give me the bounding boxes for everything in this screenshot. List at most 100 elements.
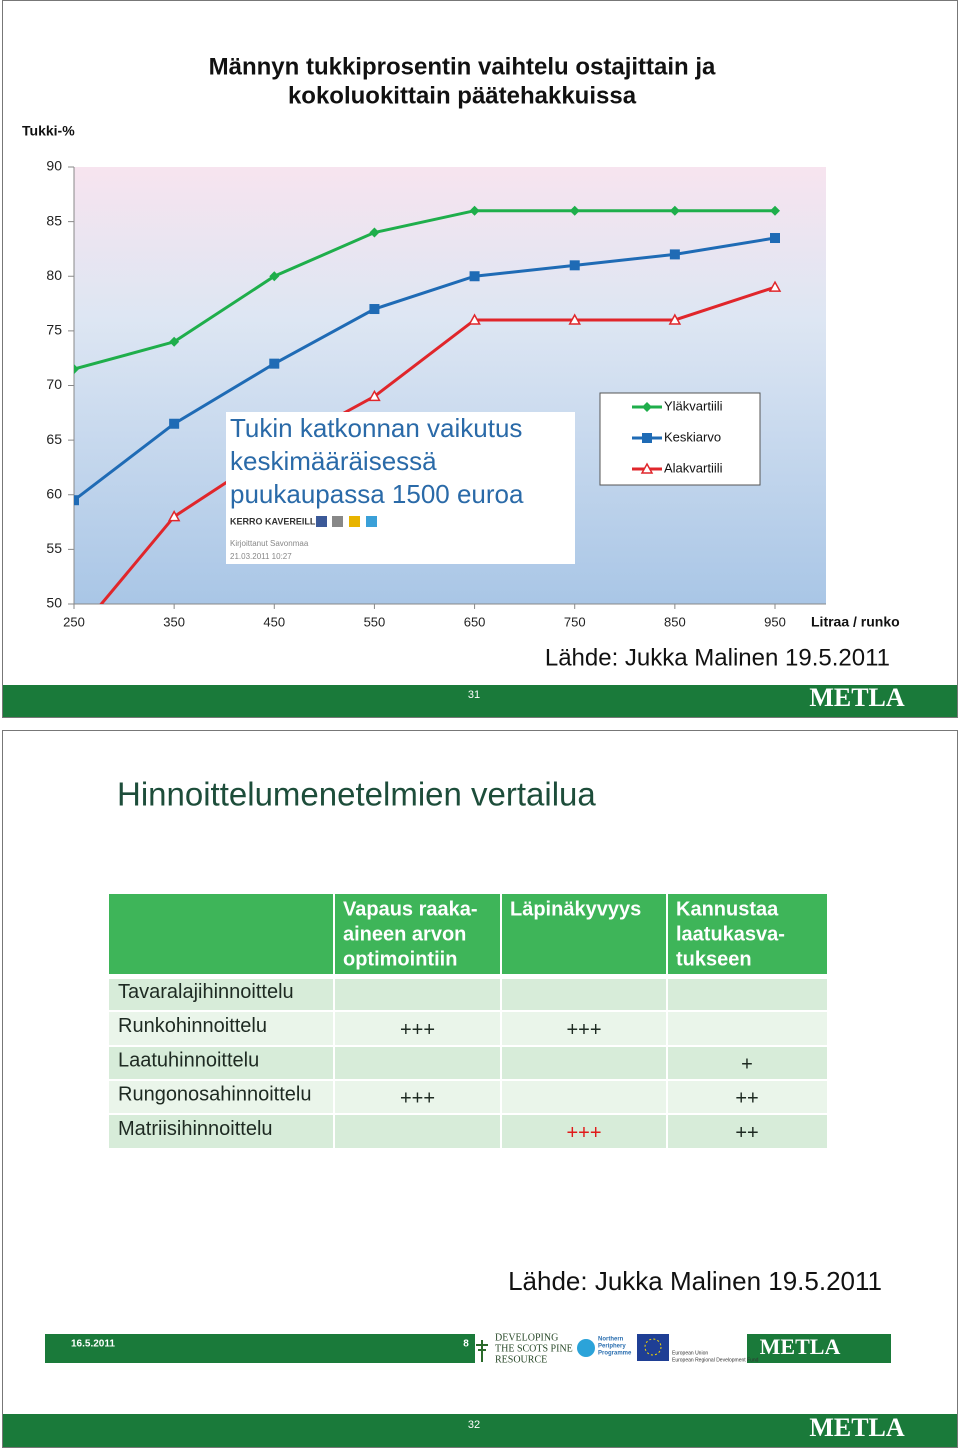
chart-title: Männyn tukkiprosentin vaihtelu ostajitta… [209,53,716,80]
footer-bar [3,1414,957,1447]
plot [74,205,782,604]
row-label: Tavaralajihinnoittelu [118,981,294,1003]
table-cell [335,1012,500,1045]
y-tick-label: 80 [46,267,62,283]
table-header: Vapaus raaka- [343,898,478,920]
eu-stars [644,1338,662,1356]
table-cell [109,1081,333,1113]
x-axis-label: Litraa / runko [811,614,900,630]
table-value: + [741,1053,753,1075]
y-tick-label: 75 [46,322,62,338]
chart-title: kokoluokittain päätehakkuissa [288,82,637,109]
marker [669,249,680,260]
inset-headline: Tukin katkonnan vaikutus [230,413,522,443]
table-value: +++ [566,1122,601,1144]
table-cell [109,1012,333,1045]
y-tick-label: 85 [46,212,62,228]
share-icon [366,516,377,527]
table-value: ++ [735,1122,758,1144]
tree-icon [476,1340,488,1362]
source: Lähde: Jukka Malinen 19.5.2011 [545,644,890,671]
y-tick-label: 50 [46,595,62,611]
y-tick-label: 60 [46,485,62,501]
programme-name: Northern [598,1337,624,1343]
marker [469,205,480,216]
table-header: tukseen [676,948,752,970]
marker [668,313,682,325]
programme-name: Periphery [598,1344,626,1350]
y-tick-label: 90 [46,158,62,174]
project-name: DEVELOPING [495,1332,558,1343]
marker [569,205,580,216]
table-header: laatukasva- [676,923,785,945]
table-value: ++ [735,1087,758,1109]
npp-icon [577,1339,595,1357]
eu-flag [637,1334,669,1361]
eu-label: European Union [672,1350,708,1356]
legend-label: Alakvartiili [664,460,723,475]
x-tick-label: 250 [63,614,85,629]
x-tick-label: 550 [364,614,386,629]
table-header: optimointiin [343,948,457,970]
table-cell [109,1047,333,1079]
table-cell [668,1047,827,1079]
marker [269,358,280,369]
share-icon [316,516,327,527]
series-line [74,209,775,371]
table-cell [502,1012,666,1045]
y-axis-label: Tukki-% [22,123,75,139]
marker [369,227,380,238]
marker [669,205,680,216]
marker [569,260,580,271]
table-cell [668,1012,827,1045]
source: Lähde: Jukka Malinen 19.5.2011 [508,1266,882,1296]
table-cell [502,1115,666,1148]
inner-logo-box [747,1334,891,1363]
row-label: Rungonosahinnoittelu [118,1083,312,1105]
marker [768,280,782,292]
table-header: Kannustaa [676,898,779,920]
inner-logo: METLA [760,1334,841,1359]
series-line [74,236,776,502]
footer-page: 8 [463,1339,469,1350]
marker [642,433,652,443]
x-tick-label: 450 [263,614,285,629]
row-label: Laatuhinnoittelu [118,1049,259,1071]
marker [469,271,480,282]
table-value: +++ [566,1019,601,1041]
marker [368,389,381,402]
legend-label: Yläkvartiili [664,398,723,413]
eu-label: European Regional Development Fund [672,1357,759,1363]
inner-footer-bar [45,1334,475,1363]
table-cell [335,1081,500,1113]
marker [640,462,654,474]
project-name: RESOURCE [495,1354,547,1365]
inset-date: 21.03.2011 10:27 [230,552,292,561]
table-cell [668,1081,827,1113]
x-tick-label: 850 [664,614,686,629]
table-header: Läpinäkyvyys [510,898,641,920]
marker [369,304,380,315]
x-tick-label: 350 [163,614,185,629]
marker [169,336,180,347]
y-tick-label: 65 [46,431,62,447]
marker [269,271,280,282]
marker [169,418,180,429]
page-number: 31 [468,689,480,701]
footer-bar [3,685,957,717]
programme-name: Programme [598,1351,632,1357]
marker [770,205,780,216]
slide-title: Hinnoittelumenetelmien vertailua [117,776,596,813]
table-header-bg [109,894,827,974]
table-cell [502,1081,666,1113]
footer-date: 16.5.2011 [71,1339,115,1350]
table-cell [502,979,666,1010]
marker [167,510,181,522]
legend-label: Keskiarvo [664,429,721,444]
marker [770,233,780,244]
series-line [99,285,776,604]
logo: METLA [809,1413,905,1442]
marker [468,313,481,325]
